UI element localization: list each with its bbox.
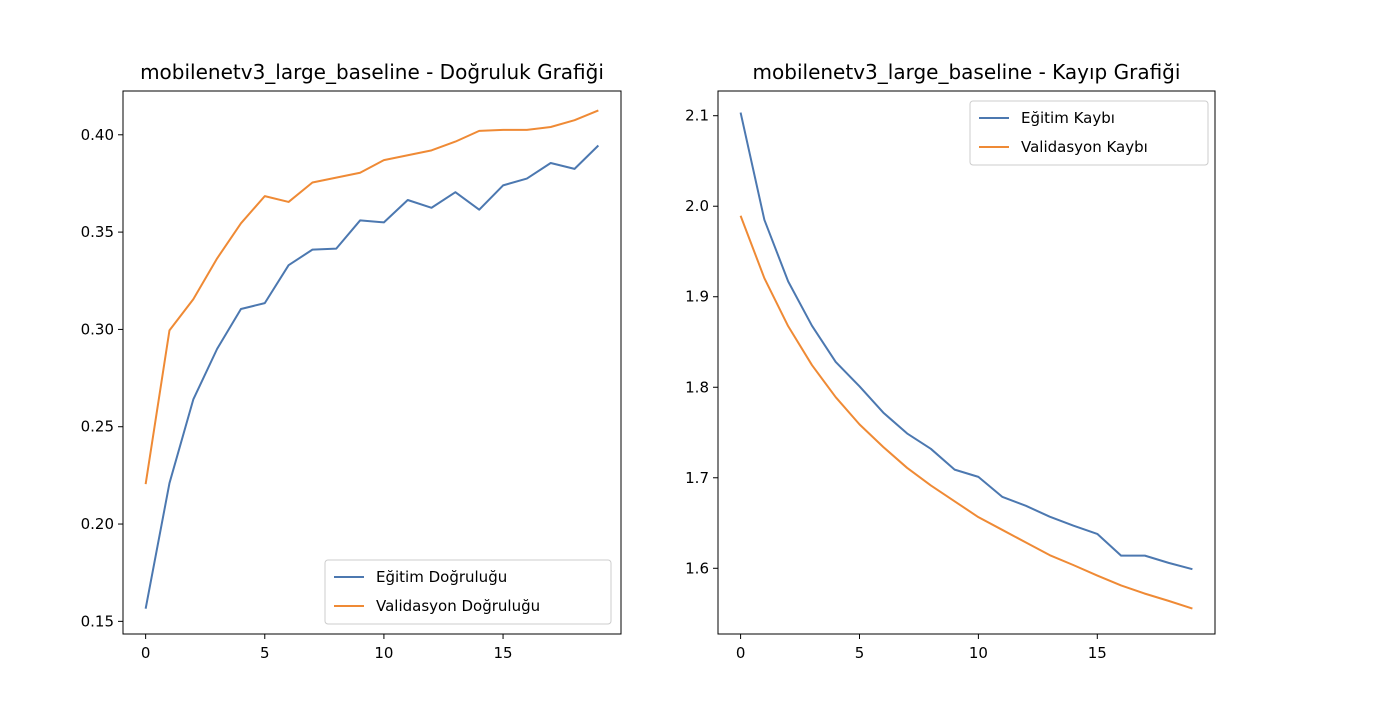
y-tick-label: 0.30	[81, 320, 114, 338]
series-line-validation	[739, 215, 1193, 610]
legend-label: Eğitim Kaybı	[1021, 109, 1115, 127]
x-tick-label: 10	[374, 644, 393, 662]
x-tick-label: 0	[736, 644, 746, 662]
x-tick-label: 5	[855, 644, 865, 662]
y-tick-label: 0.25	[81, 418, 114, 436]
y-tick-label: 1.9	[685, 288, 709, 306]
series-line-train	[739, 112, 1193, 571]
legend-label: Validasyon Doğruluğu	[376, 597, 540, 615]
legend: Eğitim Kaybı Validasyon Kaybı	[969, 100, 1209, 166]
legend-label: Validasyon Kaybı	[1021, 138, 1148, 156]
y-tick-label: 2.1	[685, 107, 709, 125]
y-tick-label: 0.35	[81, 223, 114, 241]
legend-box	[324, 559, 612, 625]
series-line-train	[144, 144, 600, 609]
y-tick-label: 1.6	[685, 559, 709, 577]
x-tick-label: 15	[494, 644, 513, 662]
x-tick-label: 15	[1088, 644, 1107, 662]
chart-title: mobilenetv3_large_baseline - Doğruluk Gr…	[140, 60, 604, 84]
chart-title: mobilenetv3_large_baseline - Kayıp Grafi…	[753, 60, 1181, 84]
axes-frame	[122, 90, 622, 635]
y-tick-label: 0.40	[81, 126, 114, 144]
y-tick-label: 2.0	[685, 197, 709, 215]
legend-label: Eğitim Doğruluğu	[376, 568, 507, 586]
series-line-validation	[144, 109, 599, 485]
loss-chart: mobilenetv3_large_baseline - Kayıp Grafi…	[685, 60, 1216, 662]
axes-frame	[717, 90, 1216, 635]
x-tick-label: 5	[260, 644, 270, 662]
y-tick-label: 1.8	[685, 378, 709, 396]
y-tick-label: 0.15	[81, 612, 114, 630]
y-tick-label: 0.20	[81, 515, 114, 533]
legend-box	[969, 100, 1209, 166]
x-tick-label: 10	[969, 644, 988, 662]
x-tick-label: 0	[141, 644, 151, 662]
y-tick-label: 1.7	[685, 469, 709, 487]
legend: Eğitim Doğruluğu Validasyon Doğruluğu	[324, 559, 612, 625]
accuracy-chart: mobilenetv3_large_baseline - Doğruluk Gr…	[81, 60, 622, 662]
